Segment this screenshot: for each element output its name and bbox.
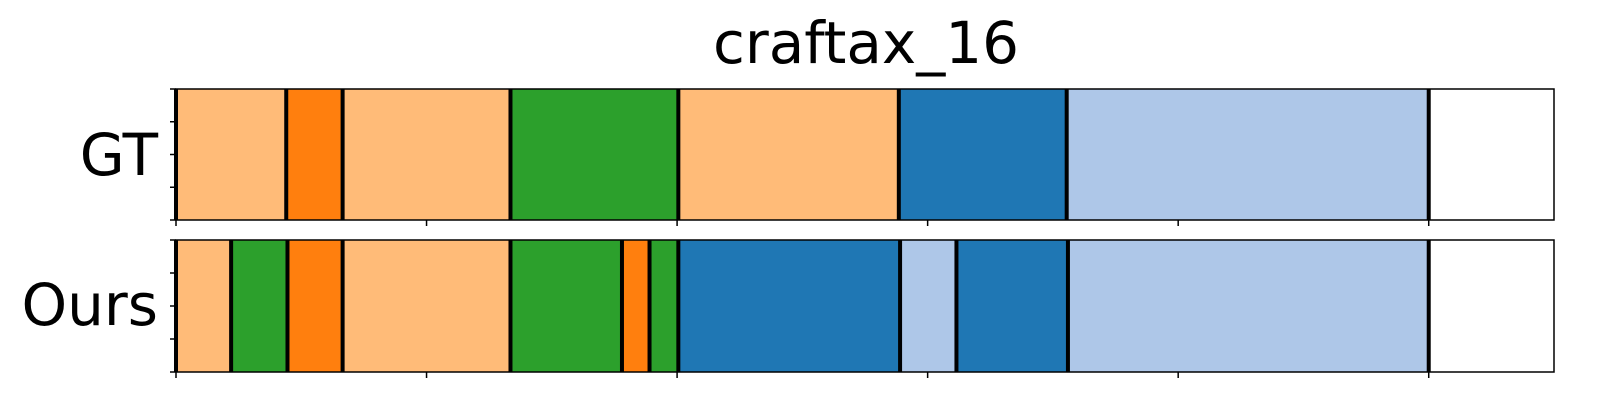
segment-ours-10: [1067, 240, 1429, 372]
segment-ours-8: [900, 240, 957, 372]
row-label-ours: Ours: [22, 271, 158, 339]
segment-gt-6: [1066, 89, 1429, 220]
segment-ours-0: [176, 240, 232, 372]
segment-ours-9: [956, 240, 1068, 372]
segment-gt-1: [286, 89, 343, 220]
segment-ours-7: [678, 240, 901, 372]
segment-ours-4: [510, 240, 622, 372]
segment-ours-2: [287, 240, 343, 372]
row-label-gt: GT: [80, 121, 159, 189]
row-ours: Ours: [22, 239, 1555, 378]
segment-ours-3: [342, 240, 511, 372]
segment-gt-5: [898, 89, 1067, 220]
row-gt: GT: [80, 88, 1555, 226]
chart-title: craftax_16: [713, 9, 1019, 77]
segment-ours-1: [231, 240, 288, 372]
axes-frame-gt: [175, 88, 1555, 221]
segment-gt-2: [342, 89, 511, 220]
axes-frame-ours: [175, 239, 1555, 373]
segment-ours-6: [649, 240, 679, 372]
segment-gt-0: [176, 89, 287, 220]
segment-gt-3: [510, 89, 679, 220]
segment-ours-5: [621, 240, 650, 372]
segment-gt-4: [678, 89, 899, 220]
